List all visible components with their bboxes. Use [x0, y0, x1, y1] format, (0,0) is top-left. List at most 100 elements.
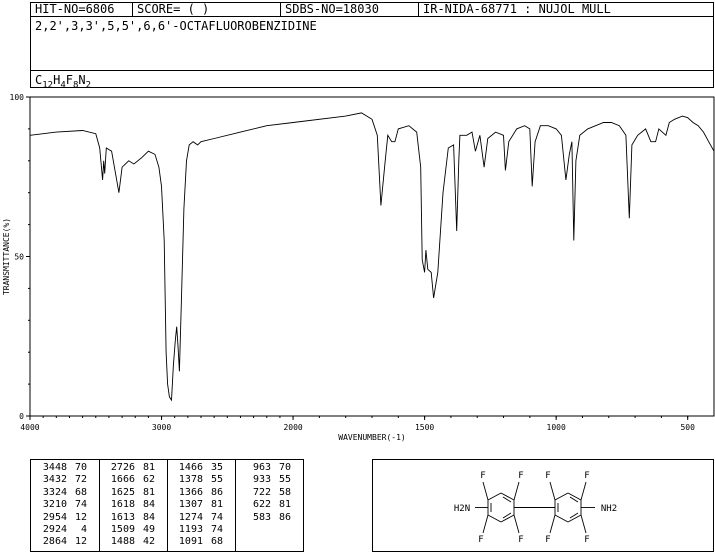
peak-row: 933 55	[241, 474, 291, 486]
peak-transmittance: 81	[210, 499, 223, 511]
divider	[31, 70, 713, 71]
peak-row: 3210 74	[37, 499, 87, 511]
peak-wavenumber: 1613	[110, 511, 135, 523]
peak-wavenumber: 1466	[178, 462, 203, 473]
peak-wavenumber: 1274	[178, 511, 203, 523]
peak-row: 1307 81	[173, 499, 223, 511]
fluorine-label: F	[545, 535, 550, 545]
peak-transmittance: 74	[210, 511, 223, 523]
peak-row: 1488 42	[105, 536, 155, 548]
peak-transmittance: 12	[74, 536, 87, 548]
peak-transmittance: 84	[142, 499, 155, 511]
peak-column: 2726 81 1666 62 1625 81 1618 84 1613 84 1509 49 1488…	[105, 462, 155, 549]
peak-row: 1466 35	[173, 462, 223, 474]
amine-label: NH2	[601, 504, 617, 514]
peak-row: 2954 12	[37, 512, 87, 524]
column-divider	[99, 460, 100, 551]
x-tick-label: 1500	[415, 423, 434, 432]
peak-wavenumber: 2726	[110, 462, 135, 473]
formula-subscript: 12	[42, 80, 54, 91]
peak-wavenumber: 963	[252, 462, 271, 473]
peak-row: 3432 72	[37, 474, 87, 486]
fluorine-label: F	[584, 471, 589, 481]
peak-transmittance: 74	[74, 499, 87, 511]
formula-subscript: 2	[85, 80, 92, 91]
x-tick-label: 1000	[547, 423, 566, 432]
peak-transmittance: 4	[80, 523, 87, 535]
peak-wavenumber: 933	[252, 474, 271, 486]
peak-row: 1366 86	[173, 487, 223, 499]
peak-transmittance: 55	[278, 474, 291, 486]
peak-wavenumber: 1378	[178, 474, 203, 486]
fluorine-label: F	[518, 535, 523, 545]
amine-label: H2N	[454, 504, 470, 514]
formula-element: N	[78, 73, 86, 87]
fluorine-label: F	[545, 471, 550, 481]
peak-row: 963 70	[241, 462, 291, 474]
peak-transmittance: 81	[142, 486, 155, 498]
plot-frame	[29, 96, 715, 417]
peak-wavenumber: 1625	[110, 486, 135, 498]
peak-row: 1378 55	[173, 474, 223, 486]
molecular-structure: F F F F F F F F H2N NH2	[454, 471, 617, 545]
y-tick-label: 50	[14, 253, 24, 262]
fluorine-label: F	[478, 535, 483, 545]
peak-row: 1625 81	[105, 487, 155, 499]
peak-row: 1509 49	[105, 524, 155, 536]
peak-table: 3448 70 3432 72 3324 68 3210 74 2954 12 2924 4 2864 1…	[30, 459, 304, 552]
ir-spectrum-chart: 4000 3000 2000 1500 1000 500 0 50 100 WAVENUMBE…	[2, 93, 715, 442]
peak-transmittance: 68	[210, 536, 223, 548]
peak-row: 1091 68	[173, 536, 223, 548]
x-tick-label: 4000	[20, 423, 39, 432]
peak-column: 1466 35 1378 55 1366 86 1307 81 1274 74 1193 74 1091…	[173, 462, 223, 549]
peak-transmittance: 74	[210, 523, 223, 535]
peak-wavenumber: 3432	[42, 474, 67, 486]
peak-wavenumber: 1366	[178, 486, 203, 498]
peak-transmittance: 68	[74, 486, 87, 498]
formula-element: C	[35, 73, 43, 87]
peak-transmittance: 35	[210, 462, 223, 473]
column-divider	[235, 460, 236, 551]
peak-wavenumber: 1618	[110, 499, 135, 511]
peak-transmittance: 42	[142, 536, 155, 548]
peak-row: 2924 4	[37, 524, 87, 536]
peak-transmittance: 12	[74, 511, 87, 523]
peak-transmittance: 81	[278, 499, 291, 511]
fluorine-label: F	[480, 471, 485, 481]
sdbs-number: SDBS-NO=18030	[281, 3, 419, 16]
column-divider	[167, 460, 168, 551]
peak-row: 622 81	[241, 499, 291, 511]
peak-transmittance: 58	[278, 486, 291, 498]
peak-wavenumber: 1509	[110, 523, 135, 535]
peak-row: 1666 62	[105, 474, 155, 486]
peak-wavenumber: 722	[252, 486, 271, 498]
peak-wavenumber: 622	[252, 499, 271, 511]
molecular-formula: C12H4F8N2	[35, 73, 91, 90]
y-axis-label: TRANSMITTANCE(%)	[2, 218, 11, 295]
peak-row: 3324 68	[37, 487, 87, 499]
x-tick-label: 500	[680, 423, 695, 432]
peak-wavenumber: 1091	[178, 536, 203, 548]
fluorine-label: F	[584, 535, 589, 545]
peak-row: 2726 81	[105, 462, 155, 474]
peak-wavenumber: 3324	[42, 486, 67, 498]
peak-row: 1274 74	[173, 512, 223, 524]
peak-transmittance: 55	[210, 474, 223, 486]
peak-transmittance: 86	[278, 511, 291, 523]
peak-transmittance: 49	[142, 523, 155, 535]
peak-transmittance: 81	[142, 462, 155, 473]
peak-transmittance: 70	[74, 462, 87, 473]
peak-transmittance: 86	[210, 486, 223, 498]
hit-number: HIT-NO=6806	[31, 3, 133, 16]
peak-wavenumber: 583	[252, 511, 271, 523]
peak-wavenumber: 1307	[178, 499, 203, 511]
peak-wavenumber: 1488	[110, 536, 135, 548]
formula-subscript: 8	[72, 80, 79, 91]
compound-name: 2,2',3,3',5,5',6,6'-OCTAFLUOROBENZIDINE	[35, 19, 317, 33]
peak-row: 1193 74	[173, 524, 223, 536]
formula-element: F	[65, 73, 73, 87]
peak-transmittance: 62	[142, 474, 155, 486]
peak-wavenumber: 3448	[42, 462, 67, 473]
compound-info: 2,2',3,3',5,5',6,6'-OCTAFLUOROBENZIDINE …	[30, 16, 714, 90]
formula-subscript: 4	[60, 80, 66, 91]
